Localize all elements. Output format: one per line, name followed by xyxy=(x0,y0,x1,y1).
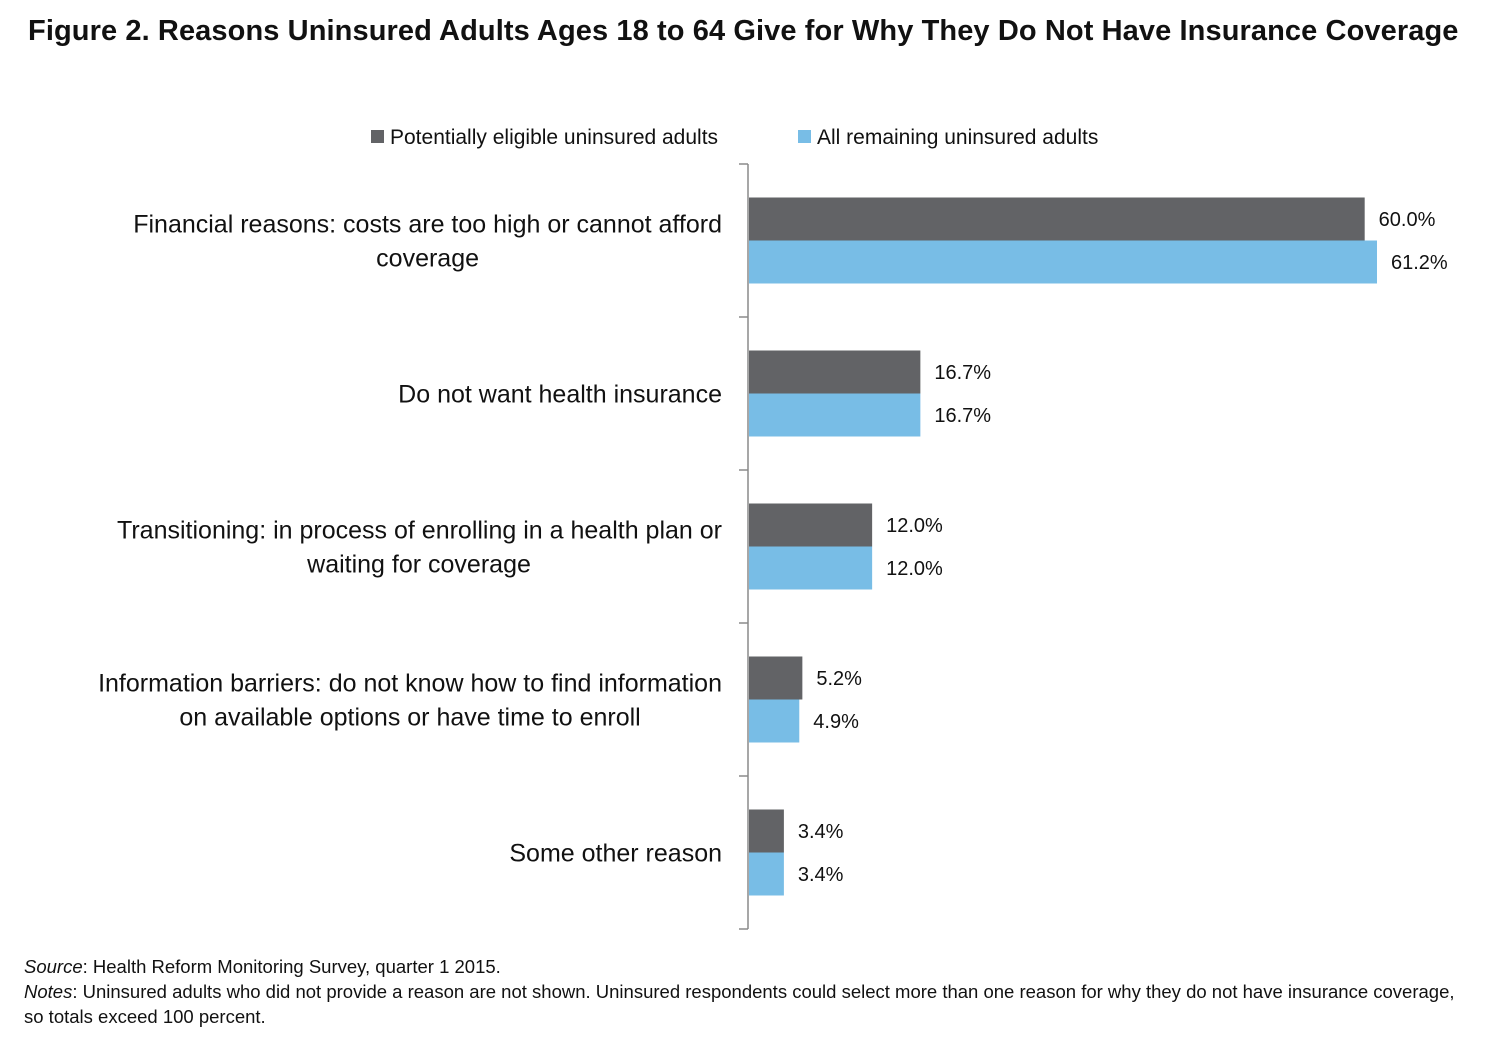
bar-eligible xyxy=(749,503,873,547)
data-label: 61.2% xyxy=(1391,252,1448,274)
notes-label: Notes xyxy=(24,981,73,1002)
bar-eligible xyxy=(749,809,784,853)
notes-text: : Uninsured adults who did not provide a… xyxy=(24,981,1455,1027)
legend-item-remaining: All remaining uninsured adults xyxy=(798,124,1098,152)
data-label: 3.4% xyxy=(798,864,844,886)
chart-title: Figure 2. Reasons Uninsured Adults Ages … xyxy=(28,15,1459,47)
data-label: 4.9% xyxy=(813,711,859,733)
bar-eligible xyxy=(749,197,1365,241)
data-label: 3.4% xyxy=(798,821,844,843)
category-label: coverage xyxy=(376,245,479,273)
source-note: Source: Health Reform Monitoring Survey,… xyxy=(24,954,1474,979)
legend-swatch-eligible xyxy=(371,130,384,143)
data-label: 12.0% xyxy=(886,515,943,537)
bar-remaining xyxy=(749,393,921,437)
legend-swatch-remaining xyxy=(798,130,811,143)
bar-remaining xyxy=(749,546,873,590)
source-text: : Health Reform Monitoring Survey, quart… xyxy=(82,956,501,977)
category-label: Transitioning: in process of enrolling i… xyxy=(117,517,722,545)
legend-label-eligible: Potentially eligible uninsured adults xyxy=(390,126,719,149)
category-label: waiting for coverage xyxy=(306,551,531,579)
category-label: Do not want health insurance xyxy=(398,381,722,409)
bar-eligible xyxy=(749,656,803,700)
bar-remaining xyxy=(749,852,784,896)
data-label: 12.0% xyxy=(886,558,943,580)
legend-label-remaining: All remaining uninsured adults xyxy=(817,126,1099,149)
data-label: 16.7% xyxy=(934,362,991,384)
chart-legend: Potentially eligible uninsured adults Al… xyxy=(0,124,1496,154)
data-label: 5.2% xyxy=(816,668,862,690)
bar-remaining xyxy=(749,699,800,743)
category-label: Information barriers: do not know how to… xyxy=(98,670,722,698)
source-label: Source xyxy=(24,956,83,977)
legend-item-eligible: Potentially eligible uninsured adults xyxy=(371,124,718,152)
category-label: Financial reasons: costs are too high or… xyxy=(133,211,722,239)
footnotes: Source: Health Reform Monitoring Survey,… xyxy=(24,954,1474,1029)
bar-remaining xyxy=(749,240,1377,284)
category-label: on available options or have time to enr… xyxy=(179,704,640,732)
category-label: Some other reason xyxy=(509,840,722,868)
data-label: 16.7% xyxy=(934,405,991,427)
data-label: 60.0% xyxy=(1379,209,1436,231)
notes-note: Notes: Uninsured adults who did not prov… xyxy=(24,979,1474,1029)
bar-eligible xyxy=(749,350,921,394)
